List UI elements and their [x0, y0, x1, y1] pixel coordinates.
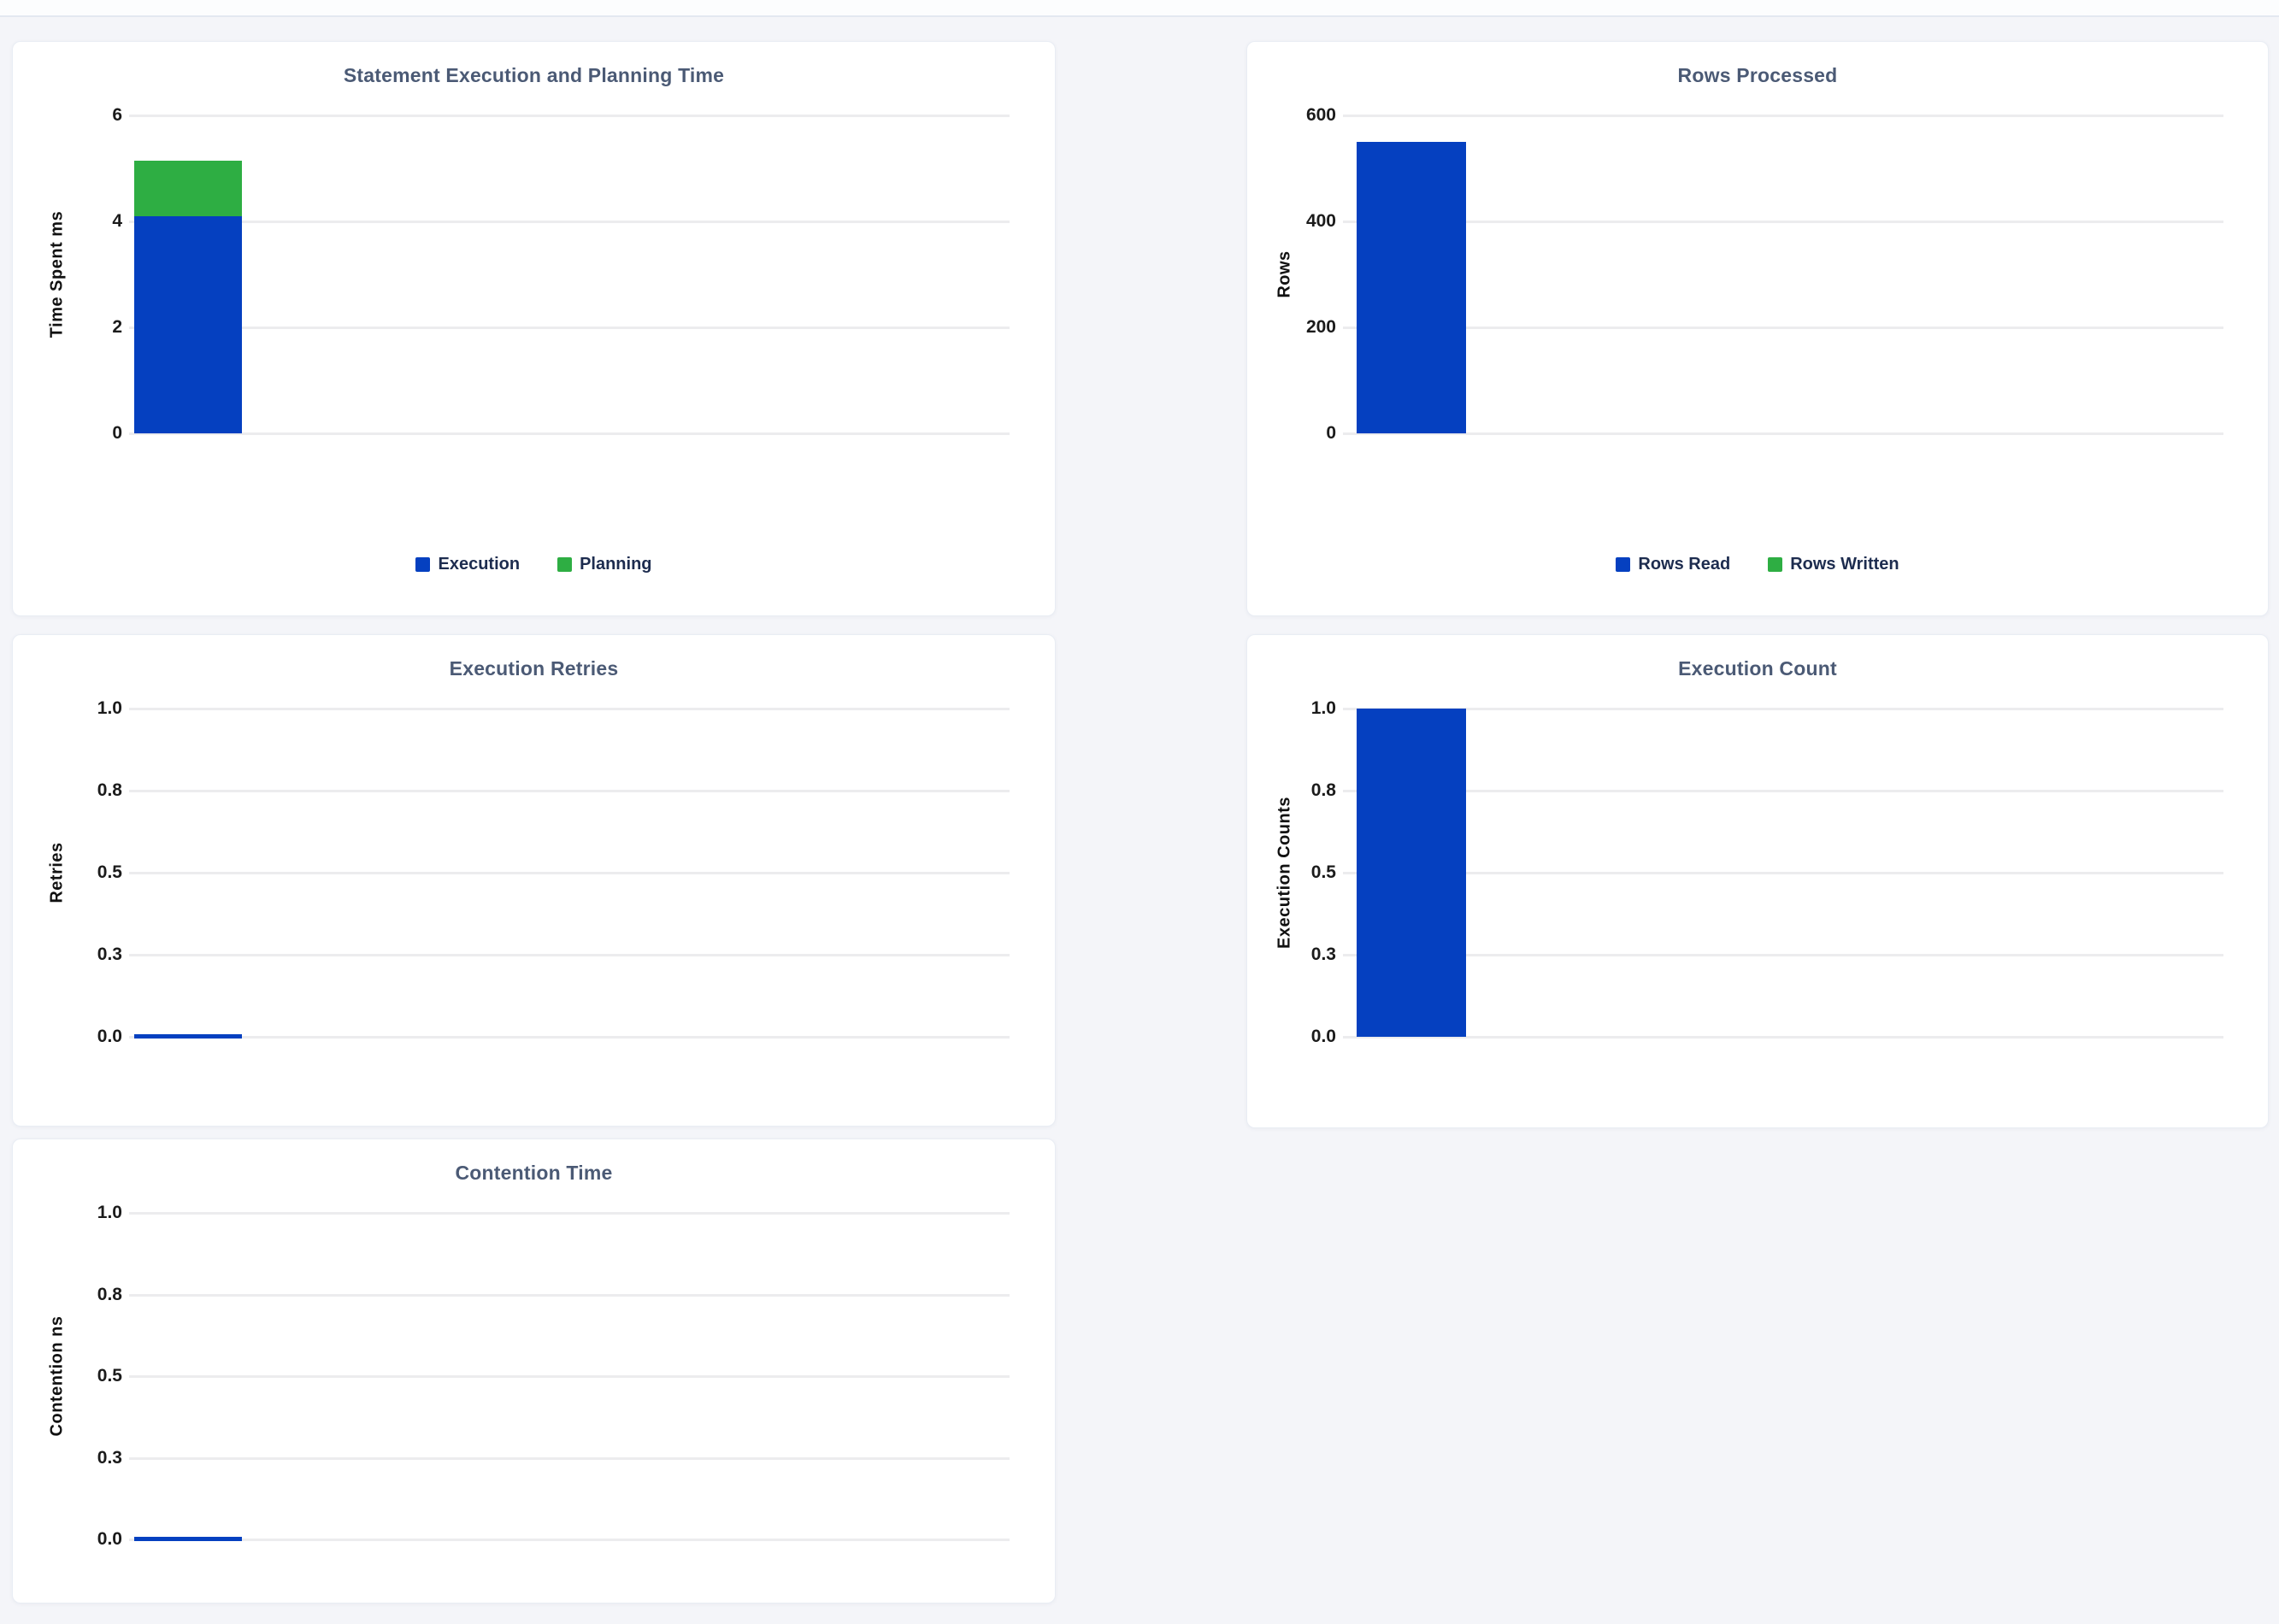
y-tick-label: 0.8	[97, 1285, 122, 1304]
gridline	[1343, 1036, 2223, 1039]
gridline	[129, 115, 1010, 117]
gridline	[1343, 954, 2223, 956]
gridline	[129, 790, 1010, 792]
panel-rows-processed: Rows Processed Rows 600 400 200 0 Rows Read…	[1246, 41, 2269, 616]
chart-legend: Rows Read Rows Written	[1247, 555, 2268, 574]
y-tick-label: 0.0	[97, 1529, 122, 1549]
zero-bar-contention	[134, 1537, 242, 1541]
gridline	[129, 1294, 1010, 1297]
gridline	[129, 432, 1010, 435]
gridline	[1343, 790, 2223, 792]
legend-item-planning: Planning	[557, 555, 652, 574]
y-tick-label: 0.0	[1310, 1027, 1336, 1046]
y-tick-label: 1.0	[97, 1203, 122, 1222]
y-tick-label: 6	[112, 105, 122, 125]
panel-execution-retries: Execution Retries Retries 1.0 0.8 0.5 0.3 0.…	[12, 634, 1056, 1127]
legend-swatch-icon	[1768, 557, 1783, 572]
bar-execution-count	[1357, 709, 1466, 1037]
legend-item-execution: Execution	[415, 555, 520, 574]
y-tick-label: 2	[112, 317, 122, 337]
chart-title: Statement Execution and Planning Time	[343, 64, 725, 86]
chart-title: Contention Time	[455, 1162, 613, 1184]
y-tick-label: 0.5	[97, 862, 122, 882]
gridline	[129, 1036, 1010, 1039]
legend-label: Planning	[580, 555, 652, 574]
plot-area: 6 4 2 0	[112, 105, 1010, 443]
gridline	[1343, 432, 2223, 435]
y-axis-label: Rows	[1275, 250, 1294, 298]
bar-execution	[134, 216, 242, 433]
y-tick-label: 0.8	[97, 780, 122, 800]
y-tick-label: 4	[112, 211, 122, 231]
y-tick-label: 1.0	[1310, 698, 1336, 718]
legend-swatch-icon	[415, 557, 431, 572]
y-tick-label: 400	[1305, 211, 1336, 231]
y-tick-label: 0.5	[1310, 862, 1336, 882]
panel-statement-execution-planning-time: Statement Execution and Planning Time Ti…	[12, 41, 1056, 616]
top-bar	[0, 0, 2279, 17]
gridline	[129, 1539, 1010, 1541]
zero-bar-retries	[134, 1034, 242, 1039]
legend-item-rows-written: Rows Written	[1768, 555, 1899, 574]
legend-swatch-icon	[557, 557, 573, 572]
gridline	[1343, 872, 2223, 874]
y-tick-label: 0.3	[97, 944, 122, 964]
gridline	[129, 1375, 1010, 1378]
gridline	[129, 327, 1010, 329]
legend-label: Rows Written	[1790, 555, 1899, 574]
bar-rows-read	[1357, 142, 1466, 433]
chart-legend: Execution Planning	[13, 555, 1055, 574]
y-tick-label: 0.3	[1310, 944, 1336, 964]
gridline	[129, 954, 1010, 956]
plot-area: 1.0 0.8 0.5 0.3 0.0	[1311, 698, 2223, 1046]
gridline	[1343, 221, 2223, 223]
y-tick-label: 600	[1305, 105, 1336, 125]
chart-title: Execution Count	[1678, 657, 1837, 680]
chart-title: Execution Retries	[449, 657, 619, 680]
gridline	[1343, 327, 2223, 329]
plot-area: 1.0 0.8 0.5 0.3 0.0	[97, 698, 1010, 1046]
chart-title: Rows Processed	[1677, 64, 1838, 86]
legend-label: Rows Read	[1638, 555, 1731, 574]
bar-planning	[134, 161, 242, 216]
plot-area: 1.0 0.8 0.5 0.3 0.0	[97, 1203, 1010, 1549]
y-tick-label: 0.3	[97, 1448, 122, 1468]
y-tick-label: 0	[1326, 423, 1336, 443]
y-tick-label: 1.0	[97, 698, 122, 718]
panel-contention-time: Contention Time Contention ns 1.0 0.8 0.5 0…	[12, 1139, 1056, 1603]
legend-label: Execution	[438, 555, 521, 574]
plot-area: 600 400 200 0	[1306, 105, 2223, 443]
gridline	[129, 221, 1010, 223]
y-tick-label: 200	[1305, 317, 1336, 337]
gridline	[129, 1457, 1010, 1460]
legend-item-rows-read: Rows Read	[1616, 555, 1730, 574]
panel-execution-count: Execution Count Execution Counts 1.0 0.8 0…	[1246, 634, 2269, 1128]
y-tick-label: 0.8	[1310, 780, 1336, 800]
legend-swatch-icon	[1616, 557, 1631, 572]
y-tick-label: 0	[112, 423, 122, 443]
gridline	[129, 872, 1010, 874]
gridline	[129, 708, 1010, 710]
gridline	[1343, 115, 2223, 117]
y-tick-label: 0.0	[97, 1027, 122, 1046]
y-tick-label: 0.5	[97, 1366, 122, 1386]
gridline	[129, 1212, 1010, 1215]
gridline	[1343, 708, 2223, 710]
